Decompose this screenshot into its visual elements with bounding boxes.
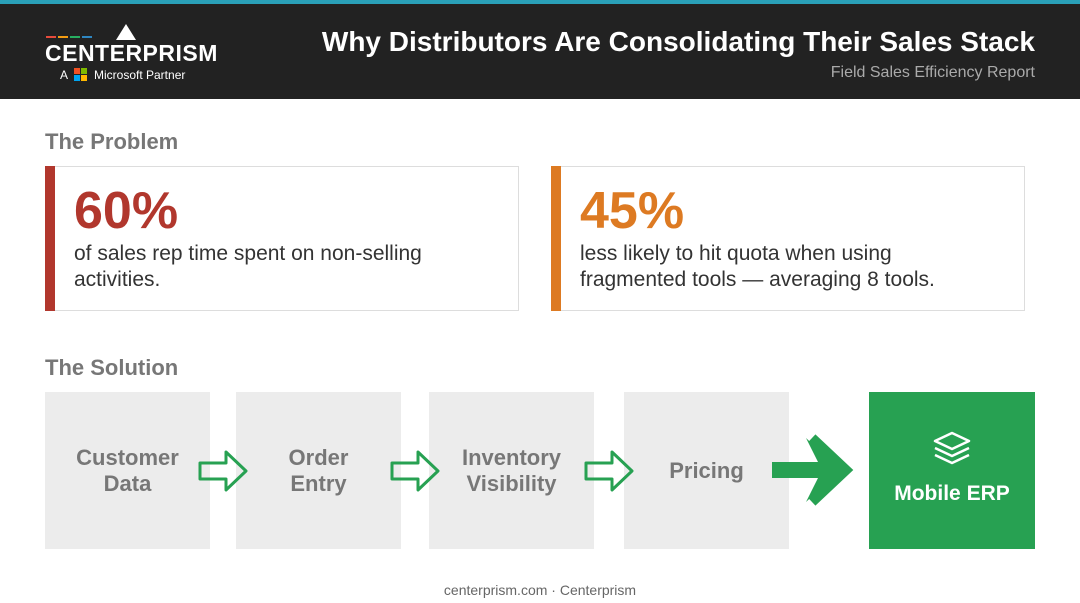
logo-name: CENTERPRISM	[45, 40, 218, 66]
result-box: Mobile ERP	[869, 392, 1035, 549]
step-box: Customer Data	[45, 392, 210, 549]
stat-text: of sales rep time spent on non-selling a…	[74, 242, 422, 291]
stat-text: less likely to hit quota when using frag…	[580, 242, 935, 291]
arrows	[198, 434, 854, 506]
title: Why Distributors Are Consolidating Their…	[321, 26, 1035, 57]
stat-value: 60%	[74, 182, 179, 240]
section-heading: The Problem	[45, 129, 179, 154]
stat-card: 60% of sales rep time spent on non-sellin…	[45, 166, 519, 311]
result-label: Mobile ERP	[894, 482, 1010, 505]
stat-value: 45%	[580, 182, 685, 240]
logo-mark	[46, 24, 136, 81]
step-box: Pricing	[624, 392, 789, 549]
step-box: Inventory Visibility	[429, 392, 594, 549]
logo-partner: Microsoft Partner	[94, 68, 186, 82]
logo-prefix: A	[60, 68, 69, 82]
stat-card: 45% less likely to hit quota when using f…	[551, 166, 1025, 311]
header	[0, 4, 1080, 99]
step-box: Order Entry	[236, 392, 401, 549]
accent-bar	[45, 166, 55, 311]
footer: centerprism.com · Centerprism	[443, 582, 637, 598]
subtitle: Field Sales Efficiency Report	[830, 64, 1035, 81]
top-accent	[0, 0, 1080, 4]
accent-bar	[551, 166, 561, 311]
stack-icon	[933, 431, 971, 465]
section-heading: The Solution	[45, 355, 179, 380]
